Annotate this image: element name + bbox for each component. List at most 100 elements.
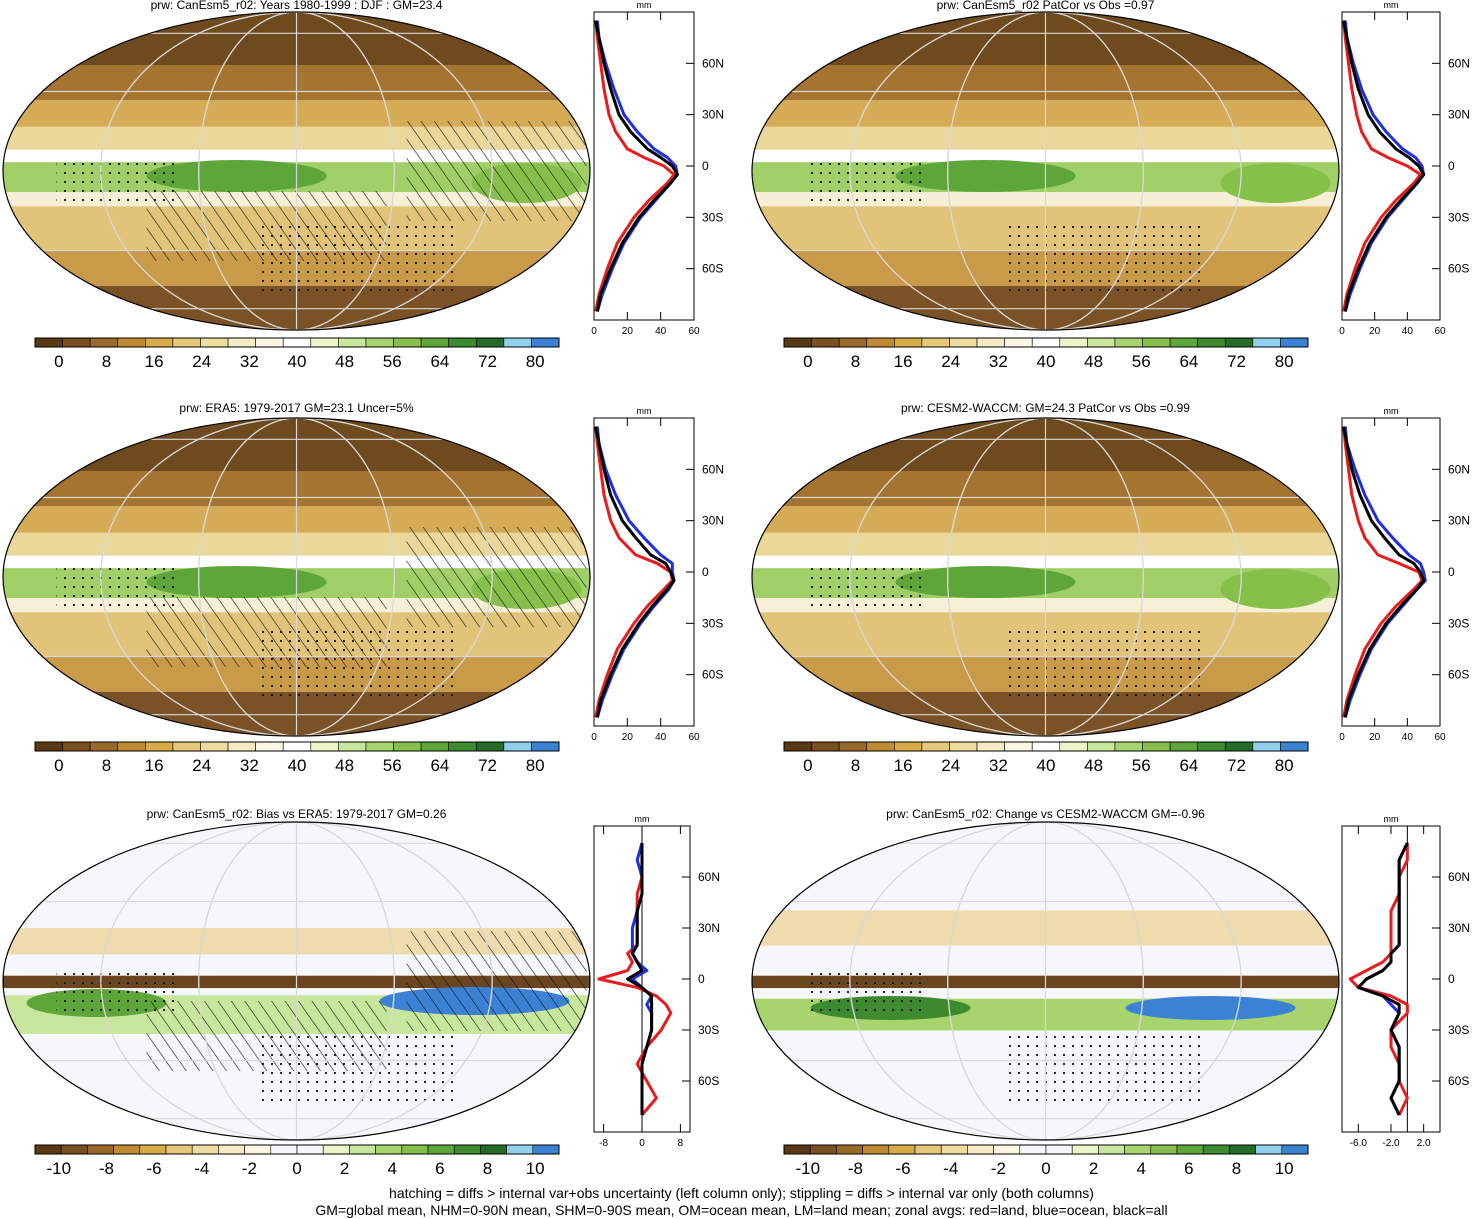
map-outline bbox=[751, 417, 1340, 737]
colorbar-label: 40 bbox=[1037, 756, 1056, 775]
colorbar-label: 8 bbox=[102, 756, 111, 775]
colorbar-label: 0 bbox=[54, 756, 63, 775]
y-tick-label: 30S bbox=[698, 1023, 719, 1037]
y-tick-label: 30N bbox=[1448, 921, 1470, 935]
y-tick-label: 30S bbox=[1448, 210, 1469, 224]
colorbar-swatch bbox=[811, 741, 840, 752]
y-tick-label: 60S bbox=[698, 1074, 719, 1088]
colorbar-label: -8 bbox=[99, 1159, 114, 1178]
y-tick-label: 30S bbox=[702, 616, 723, 630]
x-tick-label: 8 bbox=[678, 1138, 684, 1149]
colorbar-swatch bbox=[1019, 1144, 1047, 1155]
colorbar-1: 0 8 16 24 32 40 48 56 64 72 80 bbox=[34, 337, 560, 371]
colorbar-swatch bbox=[1224, 337, 1254, 348]
x-tick-label: 0 bbox=[591, 732, 597, 743]
colorbar-label: 16 bbox=[145, 756, 164, 775]
colorbar-swatch bbox=[172, 337, 201, 348]
colorbar-swatch bbox=[453, 1144, 481, 1155]
y-tick-label: 0 bbox=[1448, 565, 1455, 579]
colorbar-swatch bbox=[349, 1144, 376, 1155]
map-panel-4 bbox=[751, 417, 1340, 737]
colorbar-swatch bbox=[1197, 337, 1226, 348]
zonal-unit: mm bbox=[1384, 814, 1399, 824]
colorbar-4: 0 8 16 24 32 40 48 56 64 72 80 bbox=[783, 741, 1309, 775]
colorbar-label: 10 bbox=[526, 1159, 545, 1178]
colorbar-label: 32 bbox=[989, 756, 1008, 775]
map-field bbox=[752, 822, 1339, 1140]
colorbar-swatch bbox=[809, 1144, 837, 1155]
colorbar-label: -6 bbox=[147, 1159, 162, 1178]
meridian-line bbox=[198, 12, 395, 330]
colorbar-swatch bbox=[89, 337, 119, 348]
colorbar-swatch bbox=[89, 741, 119, 752]
colorbar-label: 56 bbox=[383, 352, 402, 371]
colorbar-swatch bbox=[480, 1144, 507, 1155]
colorbar-swatch bbox=[894, 337, 923, 348]
colorbar-label: 24 bbox=[192, 352, 211, 371]
colorbar-swatch bbox=[1031, 337, 1061, 348]
colorbar-swatch bbox=[34, 741, 63, 752]
colorbar-swatch bbox=[1059, 741, 1088, 752]
graticule bbox=[3, 418, 590, 736]
colorbar-swatch bbox=[1150, 1144, 1178, 1155]
colorbar-swatch bbox=[172, 741, 201, 752]
colorbar-label: -2 bbox=[242, 1159, 257, 1178]
map-panel-6 bbox=[751, 821, 1340, 1141]
colorbar-label: 72 bbox=[478, 352, 497, 371]
y-tick-label: 60N bbox=[702, 56, 724, 70]
colorbar-swatch bbox=[62, 337, 91, 348]
colorbar-swatch bbox=[811, 337, 840, 348]
colorbar-swatch bbox=[836, 1144, 863, 1155]
colorbar-label: 24 bbox=[192, 756, 211, 775]
colorbar-label: 6 bbox=[435, 1159, 444, 1178]
zonal-line-land bbox=[594, 20, 676, 312]
map-field bbox=[752, 418, 1339, 736]
y-tick-label: 30N bbox=[702, 514, 724, 528]
colorbar-swatch bbox=[200, 741, 229, 752]
zonal-frame bbox=[1341, 825, 1441, 1133]
colorbar-2: 0 8 16 24 32 40 48 56 64 72 80 bbox=[783, 337, 1309, 371]
colorbar-label: 32 bbox=[240, 756, 259, 775]
colorbar-swatch bbox=[62, 741, 91, 752]
colorbar-swatch bbox=[427, 1144, 455, 1155]
x-tick-label: 0 bbox=[639, 1138, 645, 1149]
x-tick-label: 20 bbox=[622, 326, 634, 337]
meridian-line bbox=[198, 418, 395, 736]
zonal-line-land bbox=[1348, 843, 1409, 1116]
y-tick-label: 0 bbox=[702, 565, 709, 579]
colorbar-label: 24 bbox=[941, 756, 960, 775]
colorbar-label: -8 bbox=[848, 1159, 863, 1178]
colorbar-frame bbox=[34, 741, 560, 752]
colorbar-swatch bbox=[34, 337, 63, 348]
colorbar-swatch bbox=[244, 1144, 272, 1155]
colorbar-swatch bbox=[145, 337, 174, 348]
y-tick-label: 60S bbox=[1448, 668, 1469, 682]
colorbar-swatch bbox=[921, 741, 950, 752]
hatching-region bbox=[406, 931, 587, 1031]
wet-maritime bbox=[146, 566, 327, 598]
colorbar-label: 32 bbox=[240, 352, 259, 371]
colorbar-swatch bbox=[338, 741, 367, 752]
x-tick-label: -6.0 bbox=[1350, 1138, 1368, 1149]
colorbar-swatch bbox=[448, 741, 477, 752]
x-tick-label: -2.0 bbox=[1382, 1138, 1400, 1149]
stippling-region bbox=[56, 971, 177, 1011]
panel-title: prw: CanEsm5_r02 PatCor vs Obs =0.97 bbox=[937, 0, 1155, 12]
hatching-region bbox=[406, 527, 587, 627]
colorbar-swatch bbox=[1059, 337, 1088, 348]
wet-maritime bbox=[895, 160, 1076, 192]
y-tick-label: 30S bbox=[702, 210, 723, 224]
colorbar-swatch bbox=[34, 1144, 62, 1155]
colorbar-swatch bbox=[87, 1144, 114, 1155]
colorbar-swatch bbox=[393, 741, 422, 752]
colorbar-swatch bbox=[113, 1144, 141, 1155]
stippling-region bbox=[805, 161, 926, 201]
colorbar-label: 40 bbox=[1037, 352, 1056, 371]
colorbar-label: 0 bbox=[54, 352, 63, 371]
zonal-line-all bbox=[1342, 426, 1426, 718]
colorbar-swatch bbox=[218, 1144, 245, 1155]
zonal-unit: mm bbox=[1384, 0, 1399, 10]
x-tick-label: 0 bbox=[1339, 732, 1345, 743]
meridian-line bbox=[947, 822, 1144, 1140]
colorbar-label: 56 bbox=[1132, 352, 1151, 371]
